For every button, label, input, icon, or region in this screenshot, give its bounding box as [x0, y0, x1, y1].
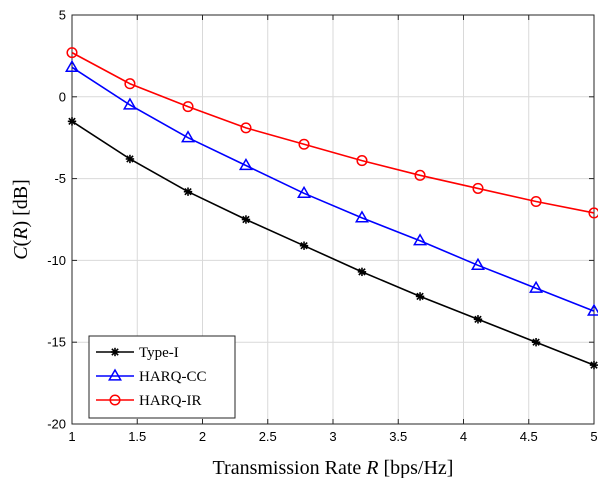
x-tick-label: 3: [329, 429, 336, 444]
x-tick-label: 2.5: [259, 429, 277, 444]
data-point-harq-cc: [182, 132, 193, 142]
data-point-type-i: [590, 361, 598, 369]
data-point-type-i: [532, 338, 540, 346]
x-tick-label: 1: [68, 429, 75, 444]
x-tick-label: 4.5: [520, 429, 538, 444]
x-axis-title: Transmission Rate R [bps/Hz]: [213, 457, 454, 478]
y-tick-label: 5: [59, 8, 66, 23]
x-tick-label: 4: [460, 429, 467, 444]
y-tick-label: 0: [59, 89, 66, 104]
data-point-type-i: [358, 268, 366, 276]
y-tick-label: -5: [54, 171, 66, 186]
legend-marker: [111, 348, 119, 356]
data-point-type-i: [126, 155, 134, 163]
y-tick-label: -20: [47, 417, 66, 432]
data-point-type-i: [474, 315, 482, 323]
legend-label: Type-I: [139, 345, 179, 361]
data-point-type-i: [300, 241, 308, 249]
x-tick-label: 2: [199, 429, 206, 444]
y-tick-label: -10: [47, 253, 66, 268]
x-tick-label: 5: [590, 429, 597, 444]
data-point-type-i: [416, 292, 424, 300]
data-point-harq-cc: [124, 99, 135, 109]
legend: Type-I HARQ-CC HARQ-IR: [89, 336, 235, 418]
data-point-type-i: [68, 117, 76, 125]
data-point-type-i: [184, 187, 192, 195]
y-tick-label: -15: [47, 335, 66, 350]
series-harq-cc: [66, 61, 598, 315]
x-tick-label: 1.5: [128, 429, 146, 444]
series-layer: [66, 48, 598, 369]
y-axis-title: C(R) [dB]: [10, 179, 32, 260]
legend-label: HARQ-IR: [139, 393, 202, 409]
x-tick-label: 3.5: [389, 429, 407, 444]
data-point-type-i: [242, 215, 250, 223]
legend-label: HARQ-CC: [139, 369, 207, 385]
